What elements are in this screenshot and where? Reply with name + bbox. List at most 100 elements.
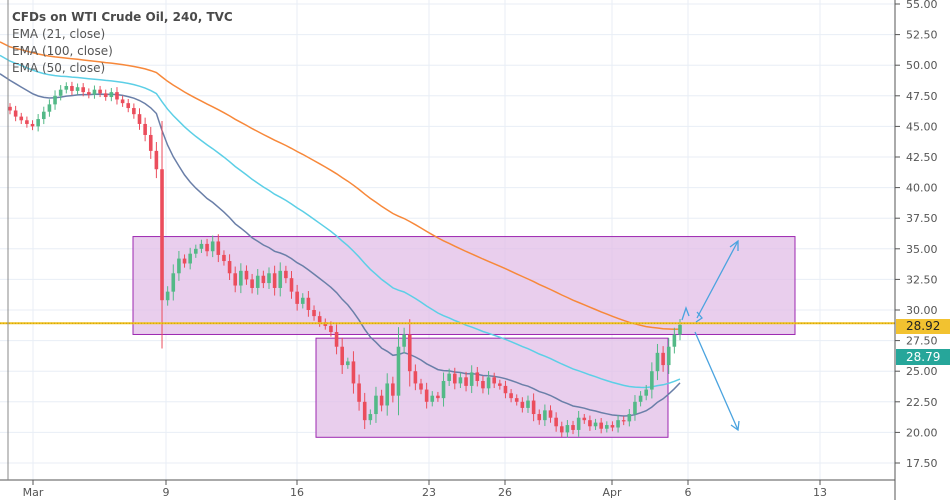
y-tick-label: 50.00 xyxy=(906,59,938,72)
candle-body xyxy=(143,123,147,135)
candle-body xyxy=(554,417,558,427)
candle xyxy=(306,291,311,317)
candle-body xyxy=(239,270,243,286)
candle-body xyxy=(87,92,91,95)
candle-body xyxy=(633,401,637,415)
candle-body xyxy=(402,334,406,347)
candle xyxy=(261,270,266,289)
candle-body xyxy=(177,258,181,274)
candle xyxy=(289,271,294,299)
time-axis[interactable]: Mar 9 16 23 26 Apr 6 13 xyxy=(23,480,827,499)
candle-body xyxy=(317,316,322,323)
candle-body xyxy=(498,383,502,386)
candle-body xyxy=(509,393,513,399)
candle xyxy=(250,273,254,294)
candle xyxy=(182,254,187,268)
candle xyxy=(402,327,406,354)
candle xyxy=(64,82,69,94)
price-axis[interactable]: 17.50 20.00 22.50 25.00 27.50 30.00 32.50 35.00… xyxy=(895,0,938,470)
candle-body xyxy=(543,410,547,421)
candle xyxy=(272,265,277,296)
candle xyxy=(300,293,305,309)
candle xyxy=(351,351,356,394)
candle-body xyxy=(70,86,74,91)
candle xyxy=(621,416,626,426)
candle xyxy=(633,395,637,421)
candle-body xyxy=(588,420,592,427)
candle xyxy=(616,415,620,433)
candle xyxy=(334,324,339,355)
candle-body xyxy=(300,297,305,304)
candle-body xyxy=(222,254,226,262)
candle xyxy=(531,393,536,422)
candle xyxy=(565,420,570,438)
y-tick-label: 25.00 xyxy=(906,365,938,378)
candle xyxy=(514,394,519,406)
projection-arrows xyxy=(681,239,740,432)
candle-body xyxy=(334,332,339,347)
y-tick-label: 55.00 xyxy=(906,0,938,11)
legend-ema50[interactable]: EMA (50, close) xyxy=(12,61,106,75)
zone-lower-range[interactable] xyxy=(315,337,669,438)
legend-ema100[interactable]: EMA (100, close) xyxy=(12,44,113,58)
candle-body xyxy=(638,395,643,402)
candle xyxy=(126,98,131,113)
arrow-small-2 xyxy=(695,311,703,323)
candle-body xyxy=(464,377,468,386)
candle xyxy=(312,305,316,321)
candle xyxy=(317,311,322,327)
candle-body xyxy=(582,417,587,421)
candle-body xyxy=(312,310,316,317)
candle xyxy=(627,409,632,427)
candle-body xyxy=(593,422,598,427)
candle-body xyxy=(244,270,249,280)
legend-ema21[interactable]: EMA (21, close) xyxy=(12,27,106,41)
candle-body xyxy=(193,248,198,254)
candle xyxy=(464,371,468,392)
candle-body xyxy=(368,414,373,421)
candle xyxy=(661,346,665,372)
candle-body xyxy=(346,361,350,366)
candle xyxy=(379,389,384,412)
candle xyxy=(58,85,63,101)
candle xyxy=(193,244,198,258)
candle xyxy=(92,85,97,99)
candle xyxy=(87,88,91,99)
chart-legend: CFDs on WTI Crude Oil, 240, TVC EMA (21,… xyxy=(12,9,233,77)
candle-body xyxy=(115,92,119,100)
candle-body xyxy=(188,253,192,264)
candle-body xyxy=(284,270,288,279)
candle-body xyxy=(458,377,463,384)
candle-body xyxy=(272,273,277,288)
y-tick-label: 52.50 xyxy=(906,29,938,42)
candle xyxy=(430,391,435,407)
legend-symbol[interactable]: CFDs on WTI Crude Oil, 240, TVC xyxy=(12,10,233,24)
candle xyxy=(441,372,446,407)
candle-body xyxy=(306,297,311,310)
candle xyxy=(475,366,480,387)
y-tick-label: 37.50 xyxy=(906,212,938,225)
zone-upper-range[interactable] xyxy=(132,236,796,335)
candle xyxy=(137,108,142,130)
candle-body xyxy=(576,417,581,430)
candle-body xyxy=(267,273,271,284)
candle-body xyxy=(407,334,412,372)
candle xyxy=(115,87,119,105)
y-tick-label: 45.00 xyxy=(906,120,938,133)
candle xyxy=(227,254,232,281)
candle xyxy=(171,264,176,301)
candle-body xyxy=(81,87,85,93)
candle-body xyxy=(424,389,429,402)
candle xyxy=(672,327,677,354)
candle xyxy=(103,89,108,101)
candle xyxy=(205,238,209,257)
candle-body xyxy=(599,422,603,429)
candle xyxy=(537,409,542,425)
candle-body xyxy=(227,261,232,274)
candle-body xyxy=(19,116,24,121)
candle-body xyxy=(605,425,609,429)
candle xyxy=(554,412,558,432)
candle xyxy=(526,395,530,413)
arrow-down xyxy=(694,331,739,431)
